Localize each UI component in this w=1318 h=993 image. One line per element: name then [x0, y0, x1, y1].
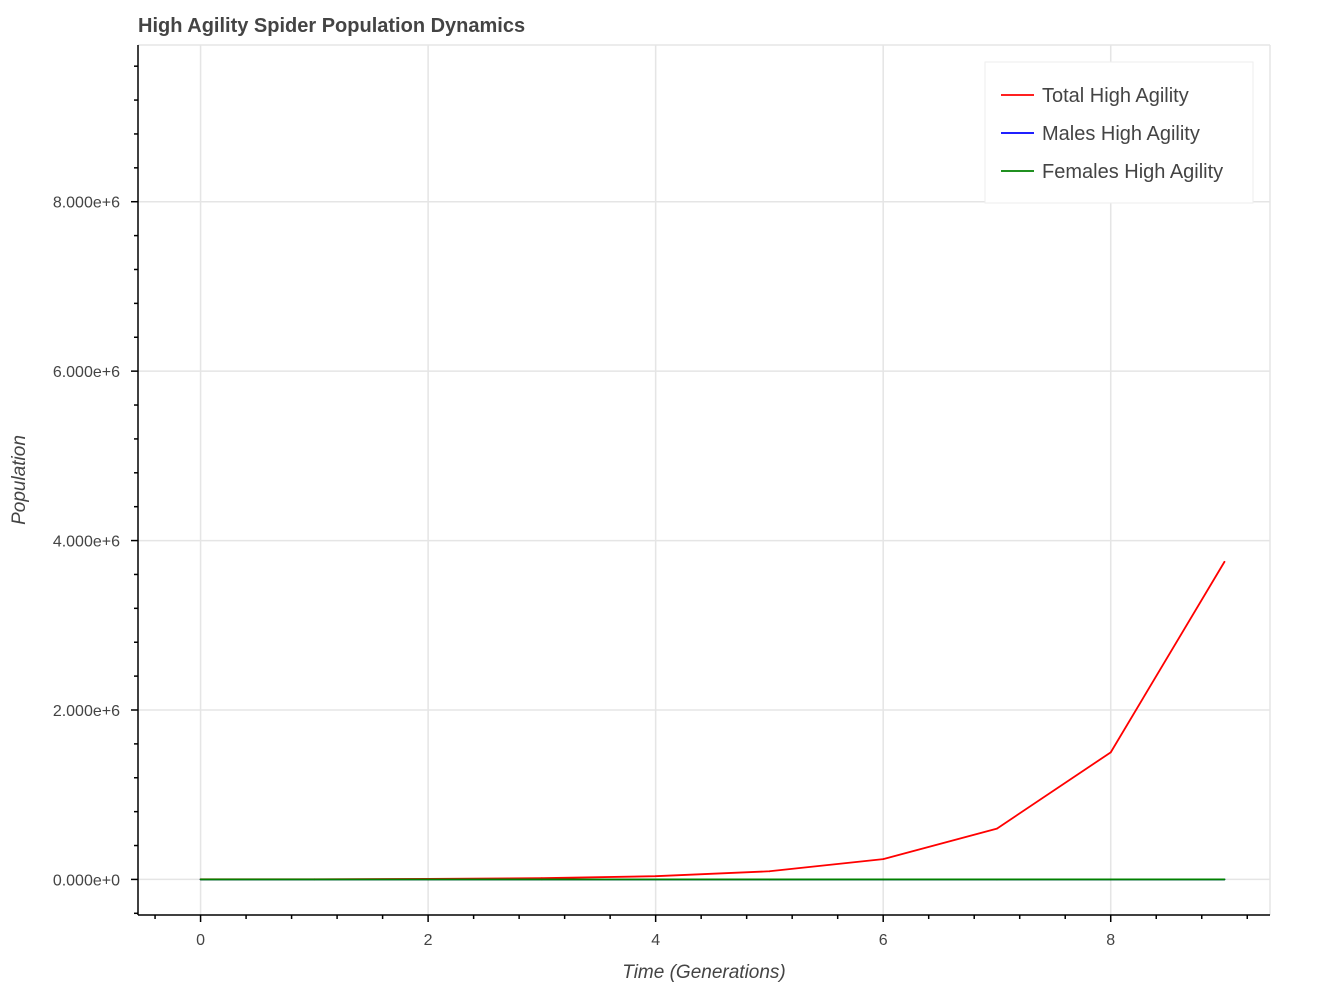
legend-label: Males High Agility — [1042, 123, 1200, 145]
data-point — [882, 878, 885, 881]
legend: Total High Agility Males High Agility Fema… — [984, 61, 1254, 204]
x-tick-label: 4 — [651, 932, 660, 949]
data-point — [654, 875, 657, 878]
data-point — [1109, 751, 1112, 754]
data-point — [654, 878, 657, 881]
y-tick-label: 6.000e+6 — [53, 364, 120, 381]
data-point — [1109, 878, 1112, 881]
data-point — [427, 878, 430, 881]
y-tick-label: 0.000e+0 — [53, 872, 120, 889]
x-tick-label: 0 — [196, 932, 205, 949]
legend-label: Total High Agility — [1042, 85, 1189, 107]
x-axis-label: Time (Generations) — [622, 962, 786, 983]
data-point — [996, 878, 998, 881]
y-axis-label: Population — [9, 435, 30, 525]
chart-title: High Agility Spider Population Dynamics — [138, 15, 525, 37]
ticks: 0 2 4 6 8 0.000e+0 2.000e+6 4.000e+6 6.000e+6 8.0… — [53, 65, 1248, 949]
y-tick-label: 4.000e+6 — [53, 534, 120, 551]
data-point — [313, 878, 316, 881]
legend-label: Females High Agility — [1042, 161, 1223, 183]
axes — [137, 45, 1270, 916]
x-tick-label: 8 — [1106, 932, 1115, 949]
data-point — [768, 878, 771, 881]
data-point — [199, 878, 202, 881]
data-point — [882, 858, 885, 860]
data-point — [1223, 560, 1226, 563]
series-lines — [199, 560, 1226, 881]
data-point — [1223, 878, 1226, 881]
data-point — [996, 827, 998, 830]
series-line-1 — [200, 561, 1226, 881]
data-point — [768, 870, 771, 873]
x-tick-label: 6 — [879, 932, 888, 949]
y-tick-label: 2.000e+6 — [53, 703, 120, 720]
y-tick-label: 8.000e+6 — [53, 195, 120, 212]
x-tick-label: 2 — [424, 932, 433, 949]
data-point — [540, 878, 543, 881]
